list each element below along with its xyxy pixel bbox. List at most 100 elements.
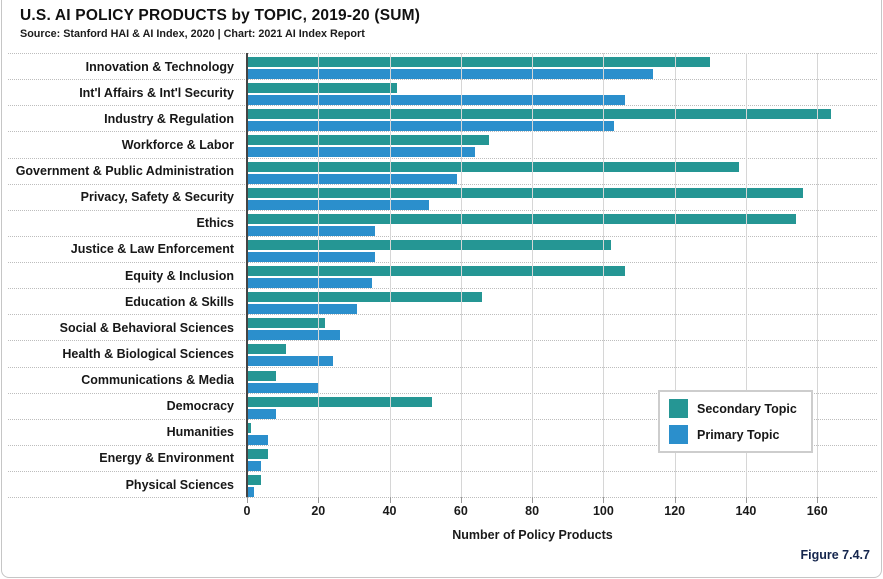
secondary-topic-bar bbox=[247, 135, 490, 146]
category-row: Innovation & Technology bbox=[8, 54, 877, 81]
secondary-topic-bar bbox=[247, 422, 251, 433]
category-row: Education & Skills bbox=[8, 289, 877, 316]
category-row: Physical Sciences bbox=[8, 472, 877, 499]
secondary-topic-bar bbox=[247, 187, 803, 198]
category-label: Social & Behavioral Sciences bbox=[59, 320, 234, 335]
category-bars bbox=[247, 341, 877, 367]
category-label: Humanities bbox=[166, 425, 234, 440]
secondary-topic-bar bbox=[247, 396, 433, 407]
secondary-topic-bar bbox=[247, 344, 287, 355]
secondary-topic-bar bbox=[247, 475, 262, 485]
secondary-topic-bar bbox=[247, 213, 796, 224]
secondary-topic-bar bbox=[247, 292, 483, 303]
category-row: Energy & Environment bbox=[8, 446, 877, 472]
secondary-topic-swatch bbox=[669, 399, 688, 418]
x-tick-label: 140 bbox=[735, 504, 757, 518]
figure-number-label: Figure 7.4.7 bbox=[800, 548, 870, 562]
secondary-topic-bar bbox=[247, 318, 326, 329]
secondary-topic-bar bbox=[247, 370, 276, 381]
category-label: Health & Biological Sciences bbox=[62, 346, 234, 361]
category-bars bbox=[247, 211, 877, 236]
category-row: Social & Behavioral Sciences bbox=[8, 315, 877, 342]
category-row: Justice & Law Enforcement bbox=[8, 237, 877, 263]
secondary-topic-bar bbox=[247, 239, 611, 250]
x-tick-label: 160 bbox=[806, 504, 828, 518]
category-row: Privacy, Safety & Security bbox=[8, 185, 877, 211]
category-row: Government & Public Administration bbox=[8, 159, 877, 185]
category-row: Health & Biological Sciences bbox=[8, 341, 877, 368]
secondary-topic-bar bbox=[247, 109, 832, 120]
primary-topic-bar bbox=[247, 95, 625, 106]
category-bars bbox=[247, 80, 877, 106]
category-bars bbox=[247, 315, 877, 341]
category-bars bbox=[247, 446, 877, 471]
x-tick-label: 40 bbox=[382, 504, 397, 518]
x-tick-label: 100 bbox=[592, 504, 614, 518]
category-label: Ethics bbox=[196, 216, 234, 231]
primary-topic-bar bbox=[247, 408, 276, 419]
secondary-topic-bar bbox=[247, 266, 625, 276]
category-row: Equity & Inclusion bbox=[8, 263, 877, 290]
category-row: Ethics bbox=[8, 211, 877, 237]
category-bars bbox=[247, 185, 877, 210]
primary-topic-bar bbox=[247, 487, 255, 497]
legend-item-label: Primary Topic bbox=[697, 427, 780, 442]
chart-title: U.S. AI POLICY PRODUCTS by TOPIC, 2019-2… bbox=[20, 7, 421, 24]
x-tick-label: 60 bbox=[453, 504, 468, 518]
legend-item: Primary Topic bbox=[669, 425, 797, 444]
category-bars bbox=[247, 159, 877, 184]
chart-source: Source: Stanford HAI & AI Index, 2020 | … bbox=[20, 28, 365, 40]
primary-topic-bar bbox=[247, 278, 372, 288]
legend-item: Secondary Topic bbox=[669, 399, 797, 418]
category-label: Democracy bbox=[166, 399, 234, 414]
category-label: Justice & Law Enforcement bbox=[70, 242, 234, 257]
category-label: Physical Sciences bbox=[125, 477, 234, 492]
category-label: Industry & Regulation bbox=[104, 111, 234, 126]
category-bars bbox=[247, 394, 877, 419]
primary-topic-swatch bbox=[669, 425, 688, 444]
legend: Secondary Topic Primary Topic bbox=[658, 390, 813, 453]
primary-topic-bar bbox=[247, 147, 476, 158]
category-label: Privacy, Safety & Security bbox=[80, 190, 234, 205]
secondary-topic-bar bbox=[247, 83, 397, 94]
x-tick-label: 0 bbox=[243, 504, 251, 518]
category-label: Innovation & Technology bbox=[85, 59, 234, 74]
primary-topic-bar bbox=[247, 121, 615, 132]
category-row: Democracy bbox=[8, 394, 877, 420]
category-bars bbox=[247, 132, 877, 158]
category-row: Communications & Media bbox=[8, 368, 877, 394]
chart-rows: Innovation & Technology Int'l Affairs & I… bbox=[8, 53, 877, 499]
secondary-topic-bar bbox=[247, 57, 711, 67]
primary-topic-bar bbox=[247, 330, 340, 341]
category-bars bbox=[247, 472, 877, 497]
category-label: Communications & Media bbox=[81, 373, 234, 388]
primary-topic-bar bbox=[247, 434, 269, 445]
primary-topic-bar bbox=[247, 225, 376, 236]
x-tick-label: 80 bbox=[525, 504, 540, 518]
category-bars bbox=[247, 54, 877, 79]
category-bars bbox=[247, 368, 877, 393]
primary-topic-bar bbox=[247, 251, 376, 262]
category-row: Industry & Regulation bbox=[8, 106, 877, 133]
primary-topic-bar bbox=[247, 356, 333, 367]
x-axis: 0 20 40 60 80 100 120 140 160 bbox=[243, 504, 876, 520]
x-axis-title: Number of Policy Products bbox=[452, 528, 613, 542]
secondary-topic-bar bbox=[247, 161, 739, 172]
category-bars bbox=[247, 237, 877, 262]
primary-topic-bar bbox=[247, 460, 262, 471]
x-tick-label: 120 bbox=[664, 504, 686, 518]
primary-topic-bar bbox=[247, 304, 358, 315]
category-row: Humanities bbox=[8, 420, 877, 446]
category-label: Int'l Affairs & Int'l Security bbox=[79, 85, 234, 100]
primary-topic-bar bbox=[247, 69, 654, 79]
primary-topic-bar bbox=[247, 173, 458, 184]
legend-item-label: Secondary Topic bbox=[697, 401, 797, 416]
category-label: Equity & Inclusion bbox=[124, 268, 234, 283]
primary-topic-bar bbox=[247, 382, 319, 393]
category-bars bbox=[247, 263, 877, 288]
category-bars bbox=[247, 106, 877, 132]
category-label: Workforce & Labor bbox=[121, 137, 234, 152]
category-row: Workforce & Labor bbox=[8, 132, 877, 159]
x-tick-label: 20 bbox=[311, 504, 326, 518]
